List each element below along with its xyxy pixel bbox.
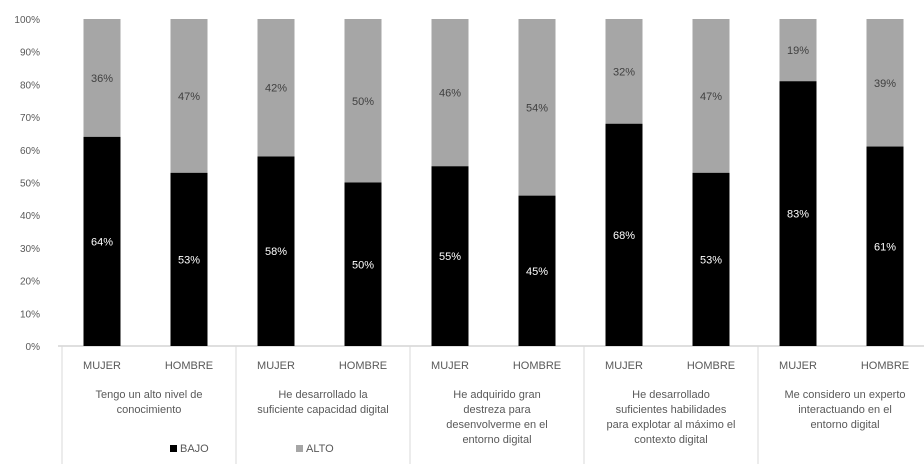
y-tick-label: 10% [20,309,40,320]
x-tick-label: HOMBRE [339,360,387,372]
x-tick-label: HOMBRE [687,360,735,372]
data-label-alto: 47% [178,91,200,103]
bar-bajo [518,195,556,346]
y-tick-label: 60% [20,146,40,157]
bar-alto [518,19,556,196]
bar-alto [692,19,730,173]
group-label: destreza para [463,404,531,416]
group-label: entorno digital [462,434,531,446]
x-tick-label: MUJER [605,360,643,372]
group-label: suficiente capacidad digital [257,404,388,416]
x-tick-label: MUJER [257,360,295,372]
y-tick-label: 0% [26,342,41,353]
bar-bajo [83,136,121,346]
y-tick-label: 90% [20,48,40,59]
y-tick-label: 70% [20,113,40,124]
bar-alto [866,19,904,147]
x-tick-label: MUJER [83,360,121,372]
y-tick-label: 100% [14,15,40,26]
bar-bajo [779,81,817,346]
data-label-alto: 42% [265,83,287,95]
group-label: He desarrollado [632,389,710,401]
group-label: Tengo un alto nivel de [95,389,202,401]
data-label-bajo: 53% [700,254,722,266]
bar-bajo [431,166,469,346]
legend-label-alto: ALTO [306,443,334,455]
data-label-alto: 50% [352,96,374,108]
bar-alto [605,19,643,124]
data-label-bajo: 55% [439,251,461,263]
group-label: Me considero un experto [784,389,905,401]
group-label: He adquirido gran [453,389,540,401]
data-label-bajo: 83% [787,209,809,221]
data-label-bajo: 61% [874,241,896,253]
data-label-alto: 54% [526,102,548,114]
data-label-bajo: 50% [352,259,374,271]
x-tick-label: HOMBRE [513,360,561,372]
bar-bajo [692,172,730,346]
legend-swatch-bajo [170,445,177,452]
legend-label-bajo: BAJO [180,443,209,455]
data-label-bajo: 64% [91,236,113,248]
y-tick-label: 50% [20,179,40,190]
x-tick-label: HOMBRE [861,360,909,372]
y-tick-label: 30% [20,244,40,255]
data-label-alto: 36% [91,73,113,85]
data-label-bajo: 53% [178,254,200,266]
y-tick-label: 40% [20,211,40,222]
data-label-alto: 47% [700,91,722,103]
bar-alto [431,19,469,167]
group-label: para explotar al máximo el [606,419,735,431]
data-label-alto: 46% [439,88,461,100]
bar-alto [83,19,121,137]
group-label: contexto digital [634,434,707,446]
bar-alto [344,19,382,183]
group-label: He desarrollado la [278,389,368,401]
group-label: desenvolverme en el [446,419,548,431]
group-label: entorno digital [810,419,879,431]
bar-alto [779,19,817,82]
x-tick-label: MUJER [779,360,817,372]
data-label-alto: 32% [613,66,635,78]
group-label: interactuando en el [798,404,892,416]
bar-alto [170,19,208,173]
data-label-bajo: 45% [526,266,548,278]
group-label: suficientes habilidades [616,404,727,416]
y-tick-label: 20% [20,277,40,288]
bar-bajo [170,172,208,346]
data-label-bajo: 58% [265,246,287,258]
bar-bajo [866,146,904,346]
x-tick-label: MUJER [431,360,469,372]
data-label-alto: 39% [874,78,896,90]
group-label: conocimiento [117,404,182,416]
bar-bajo [605,123,643,346]
bar-alto [257,19,295,157]
bar-bajo [257,156,295,346]
legend-swatch-alto [296,445,303,452]
data-label-alto: 19% [787,45,809,57]
x-tick-label: HOMBRE [165,360,213,372]
data-label-bajo: 68% [613,230,635,242]
bar-bajo [344,182,382,346]
y-tick-label: 80% [20,80,40,91]
